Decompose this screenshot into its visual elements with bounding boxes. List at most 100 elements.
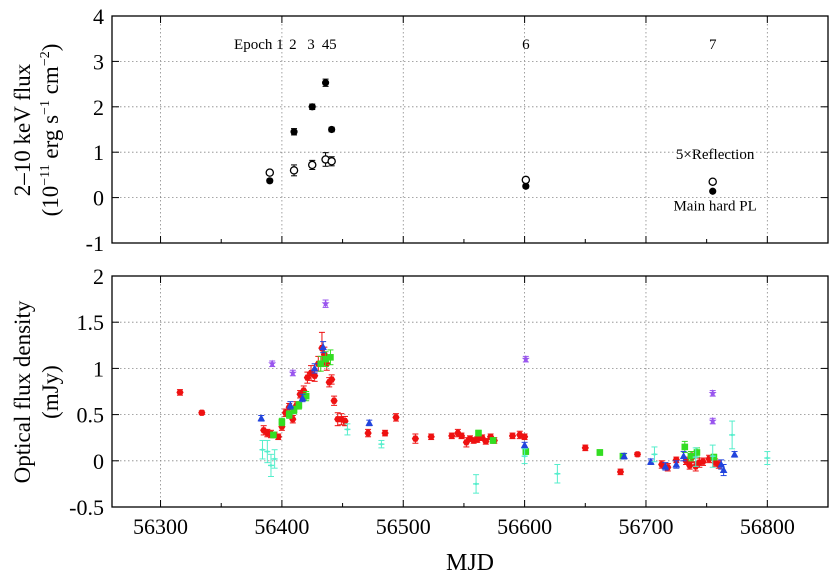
data-point-red <box>633 451 642 458</box>
bottom-ylabel-line2: (mJy) <box>38 365 63 419</box>
data-point-red <box>457 432 466 440</box>
data-point-main-hard-pl <box>522 182 530 190</box>
bottom-y-tick-label: 1.5 <box>77 310 105 335</box>
top-gridlines <box>112 16 828 243</box>
data-point-blue <box>620 452 628 460</box>
top-y-tick-label: 0 <box>93 186 104 211</box>
bottom-panel: 56300 56400 56500 56600 56700 56800 -0.5 0 0.5 1 1… <box>10 264 829 576</box>
data-point-red <box>198 409 206 416</box>
data-point-5-reflection <box>521 175 531 185</box>
data-point-cyan <box>764 451 771 465</box>
data-point-green <box>710 453 718 461</box>
data-point-blue <box>310 363 319 374</box>
data-point-blue <box>298 393 307 403</box>
data-point-red <box>328 374 336 385</box>
top-y-axis-label: 2–10 keV flux (10−11 erg s−1 cm−2) <box>10 44 63 217</box>
epoch-label: 7 <box>709 37 717 53</box>
data-point-blue <box>520 441 529 449</box>
data-point-green <box>489 437 497 444</box>
data-point-red <box>448 432 456 440</box>
data-point-blue <box>365 418 374 427</box>
x-tick-label: 56700 <box>618 514 673 539</box>
data-point-red <box>581 444 589 452</box>
data-point-cyan <box>378 439 385 449</box>
data-point-main-hard-pl <box>321 78 330 87</box>
data-point-blue <box>319 341 327 354</box>
data-point-green <box>327 349 334 366</box>
x-tick-label: 56500 <box>376 514 431 539</box>
data-point-red <box>482 438 490 445</box>
data-point-green <box>693 447 701 458</box>
x-tick-label: 56800 <box>740 514 795 539</box>
data-point-cyan <box>264 439 271 464</box>
top-axis-ticks <box>112 15 829 244</box>
data-point-cyan <box>651 446 658 463</box>
bottom-data-marks <box>176 299 771 494</box>
data-point-5-reflection <box>265 168 275 177</box>
data-point-green <box>295 401 303 410</box>
data-point-5-reflection <box>327 156 336 167</box>
bottom-tick-labels: 56300 56400 56500 56600 56700 56800 -0.5 0 0.5 1 1… <box>69 264 795 539</box>
data-point-red <box>176 389 184 396</box>
annotation-main-hard-pl: Main hard PL <box>673 198 756 214</box>
bottom-y-tick-label: 1 <box>93 356 104 381</box>
data-point-cyan <box>554 463 561 484</box>
data-point-main-hard-pl <box>266 177 274 185</box>
data-point-cyan <box>709 444 716 468</box>
data-point-cyan <box>729 420 736 450</box>
bottom-y-tick-label: 2 <box>93 264 104 289</box>
data-point-5-reflection <box>307 159 317 170</box>
data-point-5-reflection <box>708 177 717 186</box>
data-point-red <box>381 429 389 437</box>
data-point-cyan <box>473 474 480 494</box>
data-point-blue <box>672 460 681 469</box>
data-point-red <box>392 413 400 422</box>
x-tick-label: 56400 <box>254 514 309 539</box>
data-point-blue <box>661 462 670 471</box>
top-ylabel-line1: 2–10 keV flux <box>10 63 35 196</box>
data-point-green <box>596 449 604 456</box>
top-y-tick-label: 3 <box>93 49 104 74</box>
data-point-red <box>411 433 419 444</box>
top-y-tick-labels: -1 0 1 2 3 4 <box>86 4 104 256</box>
data-point-blue <box>647 457 655 465</box>
bottom-ylabel-line1: Optical flux density <box>10 300 35 483</box>
data-point-cyan <box>692 447 699 467</box>
bottom-y-tick-label: 0 <box>93 449 104 474</box>
data-point-cyan <box>271 449 278 469</box>
top-y-tick-label: -1 <box>86 231 104 256</box>
x-axis-label: MJD <box>446 550 494 576</box>
data-point-violet <box>708 389 717 397</box>
x-tick-label: 56300 <box>133 514 188 539</box>
data-point-blue <box>679 451 688 462</box>
bottom-axis-ticks <box>112 275 829 508</box>
epoch-label: 6 <box>522 37 530 53</box>
data-point-main-hard-pl <box>709 187 717 195</box>
data-point-main-hard-pl <box>290 128 298 136</box>
data-point-red <box>521 433 529 441</box>
epoch-label: Epoch 1 <box>234 37 284 53</box>
top-y-tick-label: 4 <box>93 4 104 29</box>
data-point-red <box>427 433 435 441</box>
data-point-violet <box>708 416 717 425</box>
data-point-green <box>687 451 695 462</box>
top-ylabel-line2: (10−11 erg s−1 cm−2) <box>38 44 63 217</box>
data-point-cyan <box>259 439 266 460</box>
epoch-label: 5 <box>329 37 337 53</box>
top-y-tick-label: 2 <box>93 95 104 120</box>
data-point-cyan <box>344 423 351 436</box>
top-plot-frame <box>111 15 829 244</box>
data-point-blue <box>730 450 739 458</box>
data-point-green <box>270 431 277 439</box>
annotation-reflection: 5×Reflection <box>676 147 755 163</box>
epoch-label: 2 <box>289 37 297 53</box>
data-point-green <box>278 417 286 427</box>
bottom-plot-frame <box>111 275 829 508</box>
data-point-cyan <box>267 453 274 478</box>
bottom-y-axis-label: Optical flux density (mJy) <box>10 300 63 483</box>
top-data-marks <box>265 78 717 195</box>
data-point-red <box>330 395 338 406</box>
